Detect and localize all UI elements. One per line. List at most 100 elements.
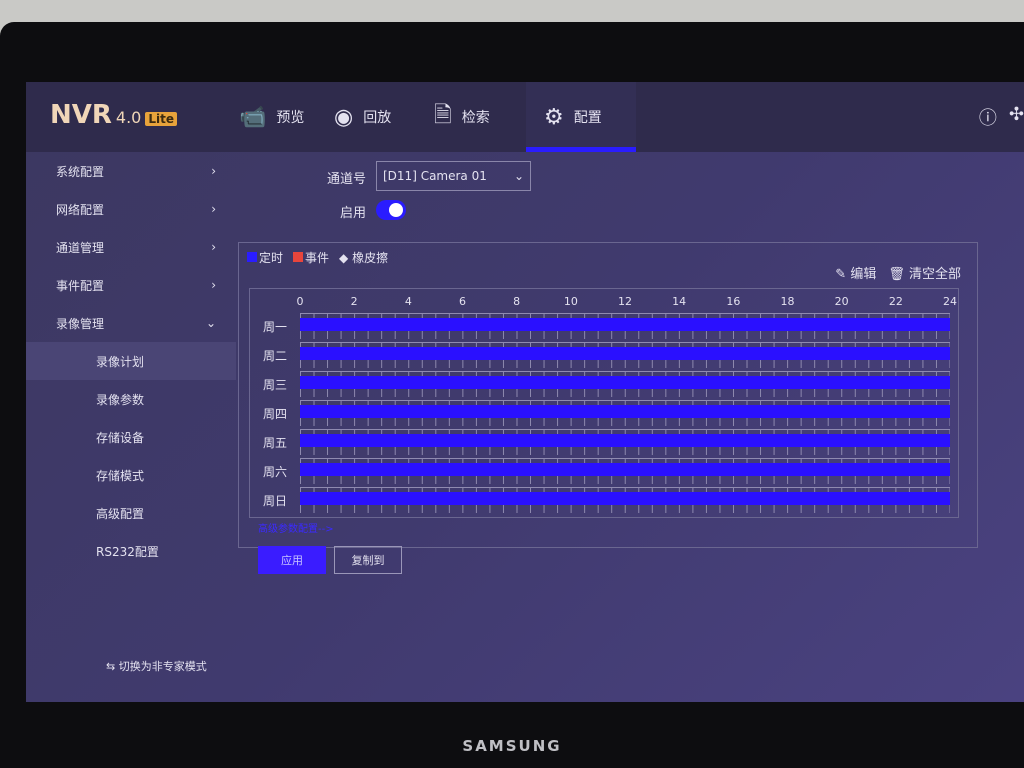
eraser-tool[interactable]: ◆ 橡皮擦 [339, 249, 388, 266]
timed-segment[interactable] [300, 347, 950, 360]
tab-preview[interactable]: 📹 预览 [221, 82, 322, 152]
chevron-down-icon: ⌄ [513, 169, 524, 183]
timed-segment[interactable] [300, 376, 950, 389]
day-track[interactable] [300, 400, 950, 426]
switch-icon: ⇆ [106, 660, 119, 673]
hour-tick: 24 [943, 295, 957, 308]
hour-axis: 0 2 4 6 8 10 12 14 16 18 20 22 24 [296, 295, 958, 309]
logo: NVR 4.0 Lite [50, 100, 177, 130]
sidebar-item-rs232[interactable]: RS232配置 [26, 532, 236, 570]
sidebar-item-storage-mode[interactable]: 存储模式 [26, 456, 236, 494]
hour-tick: 12 [618, 295, 632, 308]
label: 事件 [305, 251, 330, 265]
chevron-right-icon: › [211, 240, 216, 254]
sidebar-item-advanced[interactable]: 高级配置 [26, 494, 236, 532]
edit-button[interactable]: ✎ 编辑 [835, 263, 876, 282]
day-track[interactable] [300, 371, 950, 397]
timed-segment[interactable] [300, 434, 950, 447]
sidebar-item-channel[interactable]: 通道管理 › [26, 228, 236, 266]
hour-tick: 0 [296, 295, 304, 308]
sidebar-item-record-params[interactable]: 录像参数 [26, 380, 236, 418]
advanced-params-link[interactable]: 高级参数配置--> [258, 524, 334, 535]
sidebar-item-record-schedule[interactable]: 录像计划 [26, 342, 236, 380]
enable-label: 启用 [339, 206, 366, 221]
mode-switch-link[interactable]: ⇆ 切换为非专家模式 [106, 658, 207, 674]
hour-tick: 14 [672, 295, 687, 308]
label: 高级配置 [96, 506, 145, 521]
camera-icon: 📹 [239, 104, 267, 130]
chevron-right-icon: › [211, 278, 216, 292]
sidebar-item-record[interactable]: 录像管理 ⌄ [26, 304, 236, 342]
tab-playback[interactable]: ◉ 回放 [316, 82, 409, 152]
timed-segment[interactable] [300, 405, 950, 418]
label: 录像参数 [96, 392, 145, 407]
playback-icon: ◉ [334, 104, 354, 130]
channel-label: 通道号 [326, 172, 366, 187]
hour-tick: 16 [726, 295, 741, 308]
chevron-right-icon: › [211, 164, 216, 178]
label: 录像计划 [96, 354, 145, 369]
tab-label: 检索 [461, 110, 490, 126]
day-label: 周二 [262, 348, 287, 363]
sidebar-item-system[interactable]: 系统配置 › [26, 152, 236, 190]
label: 系统配置 [56, 164, 105, 179]
tab-label: 配置 [573, 110, 602, 126]
day-label: 周一 [262, 319, 287, 334]
hour-tick: 2 [350, 295, 358, 308]
label: 清空全部 [908, 267, 961, 282]
hour-tick: 10 [563, 295, 578, 308]
channel-value: [D11] Camera 01 [383, 169, 487, 183]
schedule-row: 周六 [250, 458, 958, 484]
copy-to-button[interactable]: 复制到 [334, 546, 402, 574]
timed-segment[interactable] [300, 463, 950, 476]
hour-tick: 22 [888, 295, 903, 308]
legend-event[interactable]: 事件 [293, 249, 329, 266]
label: 橡皮擦 [352, 251, 389, 265]
channel-select[interactable]: [D11] Camera 01 ⌄ [376, 161, 531, 191]
label: 编辑 [850, 267, 877, 282]
nvr-screen: NVR 4.0 Lite 📹 预览 ◉ 回放 🗎 检索 ⚙ 配置 ⓘ ✣ 系统配置 › 网络配置… [26, 82, 1024, 702]
schedule-row: 周五 [250, 429, 958, 455]
day-track[interactable] [300, 342, 950, 368]
legend-timed[interactable]: 定时 [247, 249, 283, 266]
schedule-panel: 定时 事件 ◆ 橡皮擦 ✎ 编辑 🗑 清空全部 0 2 4 6 8 10 12 14 16 18 2… [238, 242, 978, 548]
hour-tick: 8 [513, 295, 521, 308]
hour-tick: 18 [780, 295, 795, 308]
pencil-icon: ✎ [835, 267, 851, 282]
day-track[interactable] [300, 429, 950, 455]
timed-segment[interactable] [300, 318, 950, 331]
schedule-row: 周一 [250, 313, 958, 339]
day-track[interactable] [300, 487, 950, 513]
search-doc-icon: 🗎 [434, 103, 452, 128]
tab-label: 回放 [363, 110, 392, 126]
schedule-row: 周四 [250, 400, 958, 426]
label: 存储设备 [96, 430, 145, 445]
timed-segment[interactable] [300, 492, 950, 505]
sidebar-item-storage-device[interactable]: 存储设备 [26, 418, 236, 456]
day-track[interactable] [300, 458, 950, 484]
logo-edition: Lite [145, 112, 177, 126]
tab-search[interactable]: 🗎 检索 [416, 82, 508, 152]
clear-all-button[interactable]: 🗑 清空全部 [888, 263, 961, 282]
day-label: 周三 [262, 377, 287, 392]
event-swatch [293, 252, 304, 262]
info-icon[interactable]: ⓘ [978, 108, 997, 129]
apply-button[interactable]: 应用 [258, 546, 326, 574]
schedule-grid[interactable]: 0 2 4 6 8 10 12 14 16 18 20 22 24 周一 周二 周三 周四 周五 周六 周日 [249, 288, 959, 518]
schedule-row: 周二 [250, 342, 958, 368]
day-label: 周日 [262, 493, 287, 508]
enable-toggle[interactable] [376, 200, 406, 220]
sidebar-item-event[interactable]: 事件配置 › [26, 266, 236, 304]
label: 网络配置 [56, 202, 105, 217]
eraser-icon: ◆ [339, 251, 353, 265]
fan-icon[interactable]: ✣ [1008, 104, 1024, 125]
monitor-brand-logo: SAMSUNG [462, 737, 562, 755]
chevron-right-icon: › [211, 202, 216, 216]
day-track[interactable] [300, 313, 950, 339]
label: 定时 [259, 251, 284, 265]
logo-text: NVR [50, 100, 112, 130]
schedule-row: 周日 [250, 487, 958, 513]
tab-config[interactable]: ⚙ 配置 [526, 82, 636, 152]
sidebar-item-network[interactable]: 网络配置 › [26, 190, 236, 228]
label: 事件配置 [56, 278, 105, 293]
